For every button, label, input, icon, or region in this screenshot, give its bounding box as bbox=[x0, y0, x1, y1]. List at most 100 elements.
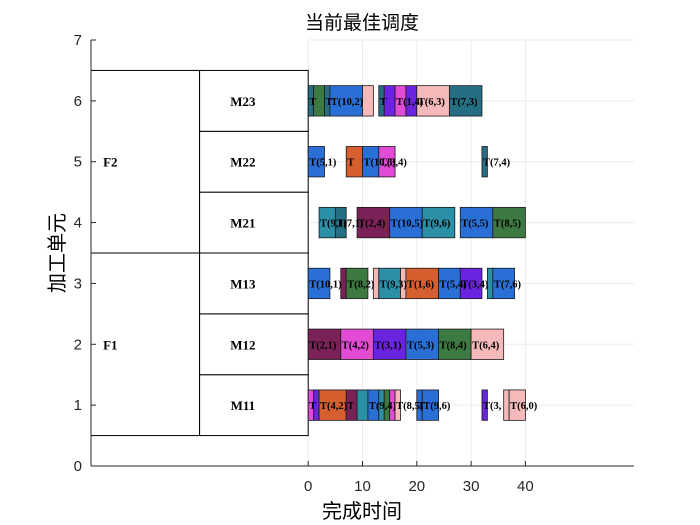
task-label: T(5,4) bbox=[440, 279, 468, 290]
task-label: T bbox=[418, 401, 425, 412]
task-bar bbox=[378, 146, 396, 178]
y-tick-label: 0 bbox=[74, 458, 82, 475]
task-bar bbox=[318, 389, 347, 421]
task-label: T bbox=[347, 401, 354, 412]
machine-cell-m12 bbox=[199, 313, 309, 376]
task-bar bbox=[503, 389, 510, 421]
task-label: T(5,5) bbox=[461, 219, 489, 230]
task-label: T(1,6) bbox=[407, 279, 435, 290]
x-tick-label: 40 bbox=[517, 478, 534, 495]
task-bar bbox=[307, 328, 342, 360]
task-label: T bbox=[347, 158, 354, 169]
y-tick-label: 1 bbox=[74, 397, 82, 414]
x-tick-label: 10 bbox=[354, 478, 371, 495]
machine-cell-m22 bbox=[199, 130, 309, 193]
task-label: T(2,1) bbox=[309, 340, 337, 351]
task-bar bbox=[405, 328, 439, 360]
machine-table: F1 M11 M12 M13 F2 M21 M22 M23 bbox=[90, 69, 309, 437]
task-bar bbox=[356, 389, 369, 421]
task-label: T(3,1) bbox=[374, 340, 402, 351]
task-bar bbox=[421, 206, 456, 239]
task-bar bbox=[362, 85, 374, 117]
x-tick-label: 20 bbox=[408, 478, 425, 495]
task-label: T(8,5) bbox=[396, 401, 424, 412]
task-bar bbox=[345, 267, 369, 300]
task-bar bbox=[459, 267, 483, 300]
task-label: T(7,3) bbox=[450, 97, 478, 108]
task-label: T(8,2) bbox=[347, 279, 375, 290]
x-tick-label: 0 bbox=[304, 478, 312, 495]
y-tick-label: 3 bbox=[74, 275, 82, 292]
task-bar bbox=[307, 146, 325, 178]
machine-label: M22 bbox=[230, 155, 255, 170]
task-label: T(9,6) bbox=[423, 219, 451, 230]
task-bar bbox=[394, 389, 401, 421]
task-label: T(7,6) bbox=[494, 279, 522, 290]
task-bar bbox=[307, 267, 331, 300]
task-bar bbox=[372, 328, 407, 360]
task-label: T(4,2) bbox=[342, 340, 370, 351]
task-label: T(10,1) bbox=[309, 279, 342, 290]
machine-label: M23 bbox=[230, 94, 256, 109]
task-bar bbox=[405, 267, 439, 300]
y-tick-label: 2 bbox=[74, 336, 82, 353]
task-bar bbox=[340, 328, 374, 360]
machine-label: M21 bbox=[230, 216, 255, 231]
task-label: T(10,5) bbox=[391, 219, 424, 230]
task-label: T(9,6) bbox=[423, 401, 451, 412]
task-label: T bbox=[309, 401, 316, 412]
group-cell-f2 bbox=[90, 69, 201, 254]
task-bar bbox=[340, 267, 347, 300]
machine-cell-m13 bbox=[199, 252, 309, 315]
task-bar bbox=[470, 328, 505, 360]
task-label: T(5,1) bbox=[309, 158, 337, 169]
y-tick-label: 7 bbox=[74, 32, 82, 49]
x-tick-label: 30 bbox=[463, 478, 480, 495]
task-label: T(9,3) bbox=[380, 279, 408, 290]
task-label: T(6,4) bbox=[472, 340, 500, 351]
task-label: T(3,4) bbox=[461, 279, 489, 290]
task-bar bbox=[481, 146, 488, 178]
task-bar bbox=[356, 206, 391, 239]
group-label: F1 bbox=[103, 337, 117, 352]
machine-label: M13 bbox=[230, 276, 256, 291]
y-axis-label: 加工单元 bbox=[45, 213, 69, 293]
task-bars: T T(4,2) T T(9,4) T(8,5)TT(9,6) T(3, T(6,0)T(2… bbox=[307, 85, 538, 421]
machine-label: M11 bbox=[231, 398, 256, 413]
chart-title: 当前最佳调度 bbox=[305, 12, 419, 34]
task-bar bbox=[481, 389, 488, 421]
machine-cell-m21 bbox=[199, 191, 309, 254]
task-bar bbox=[448, 85, 483, 117]
task-bar bbox=[421, 389, 439, 421]
task-label: T(10,2) bbox=[331, 97, 364, 108]
task-bar bbox=[459, 206, 494, 239]
task-label: T(3, bbox=[483, 401, 502, 412]
task-bar bbox=[508, 389, 526, 421]
group-cell-f1 bbox=[90, 252, 201, 437]
task-label: T(4,2) bbox=[320, 401, 348, 412]
task-label: T bbox=[380, 97, 387, 108]
task-label: T(7,1) bbox=[336, 219, 364, 230]
task-label: T(6,0) bbox=[510, 401, 538, 412]
task-label: T(8,4) bbox=[440, 340, 468, 351]
group-label: F2 bbox=[103, 155, 117, 170]
task-label: T bbox=[309, 97, 316, 108]
task-label: T(1,4) bbox=[396, 97, 424, 108]
task-bar bbox=[492, 206, 526, 239]
x-axis-label: 完成时间 bbox=[322, 499, 402, 523]
y-tick-label: 4 bbox=[74, 215, 82, 232]
machine-label: M12 bbox=[230, 337, 255, 352]
task-label: T(7,4) bbox=[483, 158, 511, 169]
task-label: T(9,1) bbox=[320, 219, 348, 230]
task-label: T bbox=[325, 97, 332, 108]
y-tick-label: 6 bbox=[74, 93, 82, 110]
y-tick-label: 5 bbox=[74, 154, 82, 171]
axes: 0 1 2 3 4 5 6 7 0 10 20 30 40 bbox=[74, 32, 634, 495]
task-label: T(5,3) bbox=[407, 340, 435, 351]
task-label: T(9,4) bbox=[369, 401, 397, 412]
task-label: T(3,4) bbox=[380, 158, 408, 169]
task-bar bbox=[334, 206, 347, 239]
task-label: T(8,5) bbox=[494, 219, 522, 230]
task-bar bbox=[492, 267, 515, 300]
